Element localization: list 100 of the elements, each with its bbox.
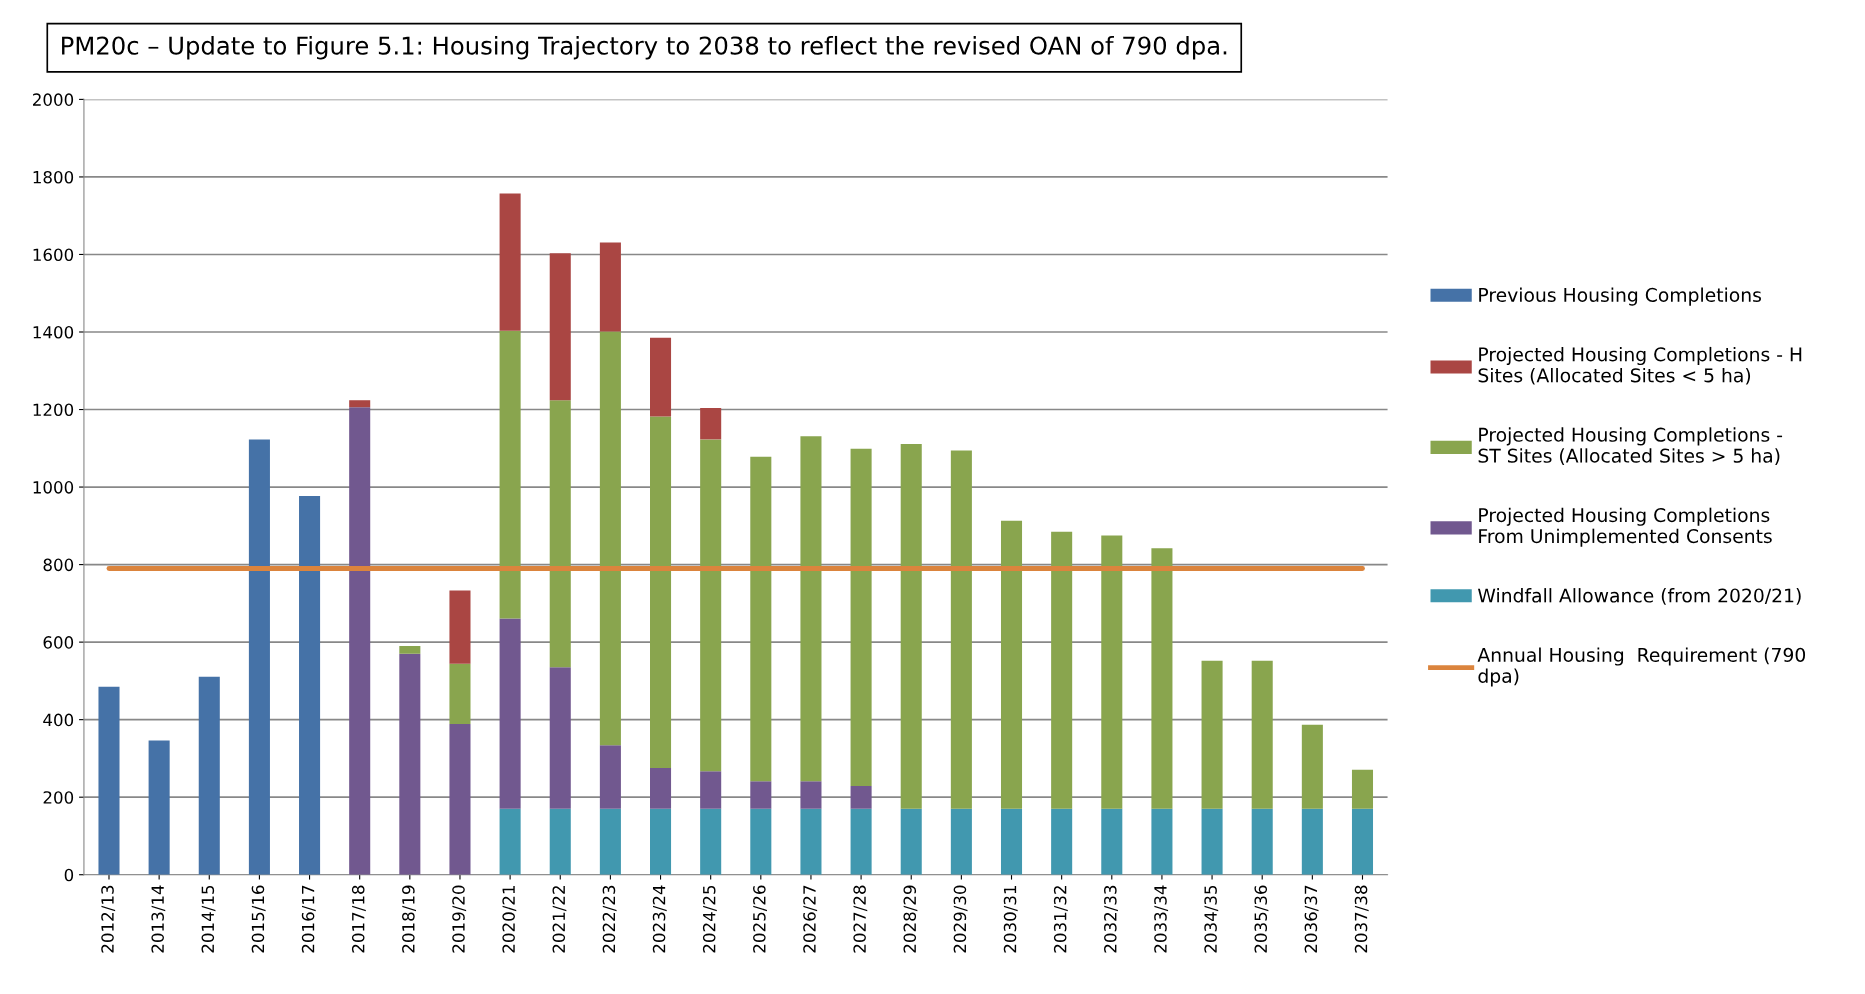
bar [750, 781, 772, 809]
bar [800, 808, 822, 875]
bar [1351, 808, 1374, 875]
bar [1351, 769, 1374, 809]
legend-label: Projected Housing Completions - ST Sites (Allocated Sites > 5 ha) [1478, 427, 1783, 466]
bar [900, 808, 922, 875]
y-tick-label: 600 [43, 636, 74, 649]
bar [499, 330, 521, 619]
bar [1051, 808, 1073, 875]
x-tick-label: 2037/38 [1354, 885, 1369, 953]
bar [599, 242, 621, 332]
bar [299, 495, 321, 875]
x-tick-label: 2013/14 [151, 885, 166, 953]
bar [750, 808, 772, 875]
bar [549, 253, 571, 401]
y-tick-label: 0 [64, 868, 74, 882]
bar [950, 808, 972, 875]
chart-title: PM20c – Update to Figure 5.1: Housing Trajectory to 2038 to reflect the revised OAN of 790 dpa. [62, 35, 1227, 60]
bar [98, 686, 120, 875]
x-tick-label: 2033/34 [1154, 885, 1169, 953]
legend-label: Windfall Allowance (from 2020/21) [1478, 588, 1801, 605]
bar [800, 436, 822, 782]
bar [700, 439, 722, 772]
x-tick-label: 2025/26 [753, 885, 767, 953]
bar [599, 331, 621, 746]
bar [499, 618, 521, 809]
x-tick-label: 2032/33 [1104, 885, 1118, 953]
y-tick-label: 1600 [33, 248, 74, 262]
x-tick-label: 2030/31 [1003, 885, 1018, 953]
bar [1151, 808, 1173, 875]
bar [549, 808, 571, 875]
bar [1051, 531, 1073, 809]
bar [750, 456, 772, 782]
bar [1201, 660, 1223, 809]
bar [449, 663, 471, 724]
x-tick-label: 2016/17 [301, 885, 316, 953]
bar [499, 808, 521, 875]
bar [900, 444, 922, 809]
legend-label: Projected Housing Completions - H Sites (Allocated Sites < 5 ha) [1478, 346, 1802, 385]
bar [700, 407, 722, 440]
bar [1251, 660, 1273, 809]
bar [399, 646, 421, 654]
x-tick-label: 2019/20 [452, 885, 467, 953]
legend-label: Annual Housing Requirement (790 dpa) [1477, 647, 1806, 687]
bar [599, 745, 621, 809]
bar [1301, 724, 1323, 809]
bar [449, 723, 471, 875]
x-tick-label: 2028/29 [903, 885, 918, 953]
bar [599, 808, 621, 875]
y-tick-label: 1000 [33, 481, 74, 494]
y-tick-label: 200 [43, 791, 74, 804]
bar [1101, 808, 1123, 875]
bar [700, 771, 722, 809]
x-tick-label: 2027/28 [853, 885, 868, 953]
bar [950, 450, 972, 809]
x-tick-label: 2022/23 [602, 885, 617, 953]
bar [198, 676, 220, 875]
bar [650, 768, 672, 809]
bar [349, 407, 371, 875]
y-tick-label: 400 [43, 713, 74, 727]
bar [148, 740, 170, 875]
bar [650, 337, 672, 417]
x-tick-label: 2029/30 [953, 885, 968, 953]
bar [1101, 535, 1123, 809]
bar [850, 808, 872, 875]
bar [700, 808, 722, 875]
x-tick-label: 2018/19 [402, 885, 416, 953]
y-tick-label: 1200 [33, 403, 74, 417]
x-tick-label: 2015/16 [251, 885, 266, 953]
x-tick-label: 2031/32 [1053, 886, 1068, 953]
x-tick-label: 2017/18 [351, 885, 366, 953]
bar [449, 590, 471, 664]
bar [1151, 548, 1173, 809]
bar [549, 400, 571, 668]
bar [1201, 808, 1223, 875]
bar [850, 448, 872, 786]
legend-label: Projected Housing Completions From Unimplemented Consents [1479, 507, 1772, 547]
bar [349, 400, 371, 408]
y-tick-label: 2000 [33, 93, 74, 106]
bar [1000, 808, 1023, 875]
bar [1301, 808, 1323, 875]
bar [650, 808, 672, 875]
x-tick-label: 2024/25 [702, 885, 717, 953]
legend-label: Previous Housing Completions [1479, 287, 1761, 306]
y-tick-label: 1800 [33, 170, 74, 184]
bar [650, 416, 672, 769]
y-tick-label: 800 [43, 558, 74, 572]
x-tick-label: 2023/24 [652, 885, 667, 953]
y-tick-label: 1400 [33, 325, 74, 339]
bar [549, 667, 571, 809]
bar [850, 785, 872, 809]
x-tick-label: 2021/22 [552, 886, 567, 953]
bar [1251, 808, 1273, 875]
x-tick-label: 2036/37 [1304, 885, 1319, 953]
x-tick-label: 2034/35 [1204, 885, 1219, 953]
bar [800, 781, 822, 809]
bar [1000, 520, 1023, 809]
bar [248, 439, 270, 875]
x-tick-label: 2014/15 [201, 885, 216, 953]
x-tick-label: 2035/36 [1254, 885, 1269, 953]
